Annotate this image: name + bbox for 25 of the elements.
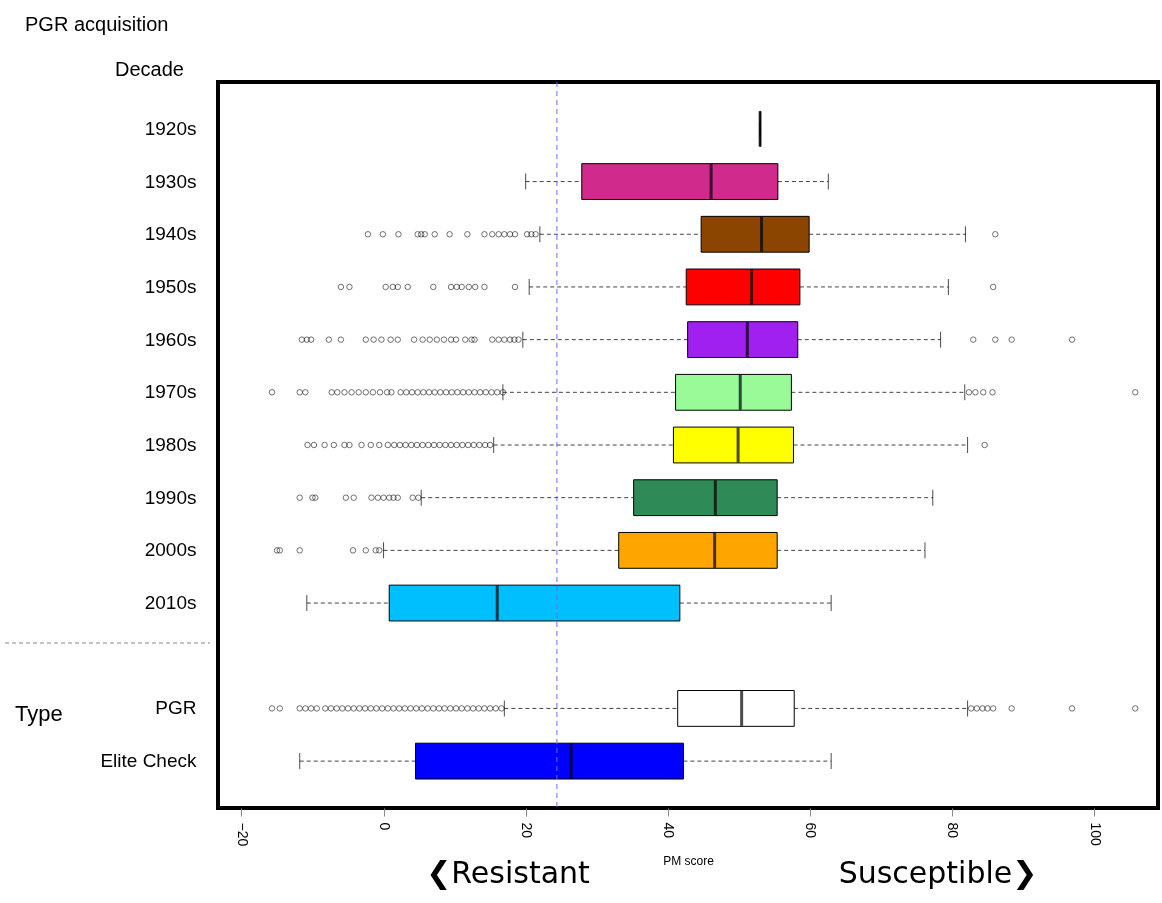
y-tick-label: 1990s (144, 486, 197, 508)
y-tick-label: 2000s (144, 539, 197, 561)
y-tick-label: 2010s (144, 592, 197, 614)
text: PGR acquisition (25, 13, 169, 35)
x-tick-label: 100 (1087, 822, 1104, 847)
text: ❮Resistant (426, 855, 591, 891)
x-tick-label: 40 (661, 822, 678, 839)
x-tick-label: 0 (377, 822, 394, 831)
y-tick-label: 1930s (144, 170, 197, 192)
x-axis-title: PM score (663, 854, 715, 869)
y-tick-label: 1920s (144, 117, 197, 139)
y-tick-label: Elite Check (100, 750, 197, 772)
text: Type (15, 701, 63, 726)
y-tick-label: 1940s (144, 223, 197, 245)
x-tick-label: −20 (234, 822, 251, 847)
y-tick-label: 1950s (144, 275, 197, 297)
x-tick-label: 20 (519, 822, 536, 839)
text: Decade (115, 58, 184, 80)
y-tick-label: 1960s (144, 328, 197, 350)
y-tick-label: 1970s (144, 381, 197, 403)
y-tick-label: PGR (155, 697, 197, 719)
y-tick-label: 1980s (144, 434, 197, 455)
x-tick-label: 60 (803, 822, 820, 839)
x-tick-label: 80 (945, 822, 962, 839)
text: Susceptible❯ (838, 855, 1038, 891)
